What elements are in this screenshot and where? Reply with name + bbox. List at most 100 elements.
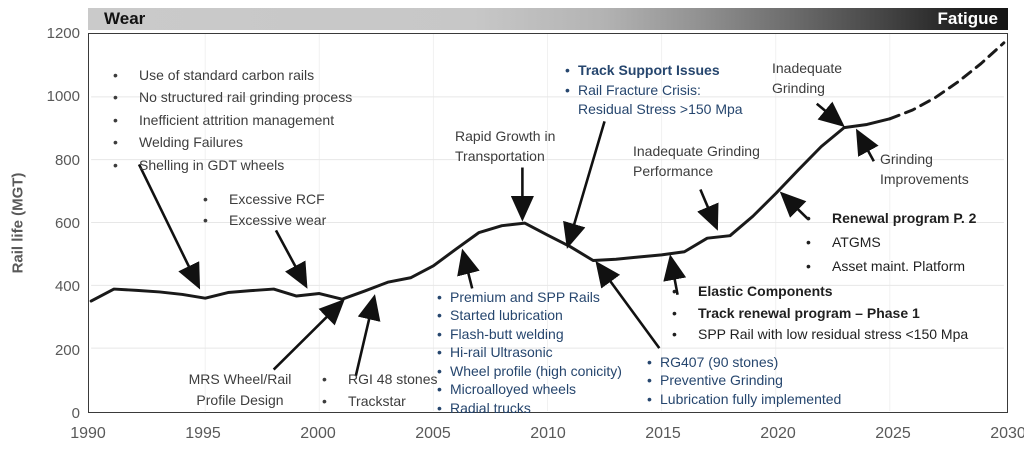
annotation-line: MRS Wheel/Rail <box>189 369 292 390</box>
x-tick-2015: 2015 <box>645 425 681 442</box>
rg407-arrow <box>595 260 661 349</box>
annotation-text: Flash-butt welding <box>450 325 564 342</box>
annotation-text: Performance <box>633 163 714 180</box>
premium-arrow <box>457 248 480 289</box>
annotation-line: • Lubrication fully implemented <box>647 390 841 408</box>
annotation-text: Trackstar <box>348 392 406 409</box>
wear-label: Wear <box>104 9 146 28</box>
plot-area <box>88 33 1008 413</box>
bullet-glyph: • <box>806 233 811 250</box>
annotation-text: No structured rail grinding process <box>139 89 353 106</box>
annotation-line: Residual Stress >150 Mpa <box>565 100 743 120</box>
annotation-line: Profile Design <box>189 390 292 411</box>
annotation-line: • Renewal program P. 2 <box>806 207 976 231</box>
annotation-text: Premium and SPP Rails <box>450 289 600 305</box>
bullet-glyph: • <box>672 304 677 321</box>
y-tick-600: 600 <box>54 215 80 232</box>
annotation-line: Rapid Growth in <box>455 126 555 146</box>
annotation-line: • Trackstar <box>322 391 438 413</box>
bullet-glyph: • <box>113 67 118 83</box>
annotation-text: RG407 (90 stones) <box>660 354 779 370</box>
annotation-line: • Wheel profile (high conicity) <box>437 362 622 380</box>
x-tick-2020: 2020 <box>760 425 796 442</box>
annotation-text: Started lubrication <box>450 307 563 324</box>
annotation-line: • RG407 (90 stones) <box>647 353 841 371</box>
annotation-line: Improvements <box>880 169 969 189</box>
annotation-text: Transportation <box>455 148 545 165</box>
annotation-text: Excessive RCF <box>229 191 325 207</box>
bullet-glyph: • <box>437 289 442 305</box>
annotation-line: • Excessive RCF <box>203 189 326 210</box>
annotation-text: RGI 48 stones <box>348 371 438 387</box>
x-tick-2025: 2025 <box>875 425 911 442</box>
rapid-growth-label: Rapid Growth in Transportation <box>455 126 555 167</box>
annotation-line: Grinding <box>772 78 842 98</box>
bullet-glyph: • <box>437 325 442 342</box>
annotation-line: • Elastic Components <box>672 281 968 303</box>
y-tick-1200: 1200 <box>46 25 80 42</box>
annotation-line: • No structured rail grinding process <box>113 86 352 108</box>
bullet-glyph: • <box>437 381 442 398</box>
bullet-glyph: • <box>322 392 327 409</box>
bullet-glyph: • <box>806 257 811 274</box>
annotation-line: • Premium and SPP Rails <box>437 288 622 306</box>
rail-life-historical <box>89 117 892 303</box>
annotation-text: Inefficient attrition management <box>139 111 335 128</box>
annotation-text: Radial trucks <box>450 399 531 416</box>
annotation-line: • Welding Failures <box>113 131 352 153</box>
annotation-text: Welding Failures <box>139 134 244 151</box>
rg407-list: • RG407 (90 stones) • Preventive Grinding • L… <box>647 353 841 408</box>
annotation-line: • Hi-rail Ultrasonic <box>437 343 622 361</box>
rgi-arrow <box>354 294 381 377</box>
renewal-list: • Renewal program P. 2 • ATGMS • Asset maint.… <box>806 207 976 278</box>
annotation-text: Use of standard carbon rails <box>139 67 315 83</box>
annotation-line: • Use of standard carbon rails <box>113 64 352 86</box>
annotation-text: ATGMS <box>832 233 881 250</box>
annotation-text: Microalloyed wheels <box>450 381 577 398</box>
bullet-glyph: • <box>565 62 570 78</box>
annotation-text: Wheel profile (high conicity) <box>450 362 622 379</box>
annotation-text: Track Support Issues <box>578 62 720 78</box>
annotation-line: Performance <box>633 161 760 181</box>
annotation-text: Elastic Components <box>698 283 833 299</box>
annotation-line: • ATGMS <box>806 231 976 255</box>
annotation-line: • Track renewal program – Phase 1 <box>672 303 968 325</box>
annotation-line: • Started lubrication <box>437 306 622 324</box>
x-tick-1990: 1990 <box>70 425 106 442</box>
bullet-glyph: • <box>672 326 677 343</box>
annotation-line: Grinding <box>880 149 969 169</box>
annotation-line: • Shelling in GDT wheels <box>113 154 352 176</box>
fatigue-label: Fatigue <box>937 9 998 28</box>
annotation-line: Inadequate Grinding <box>633 141 760 161</box>
annotation-text: Track renewal program – Phase 1 <box>698 304 920 321</box>
annotation-text: Renewal program P. 2 <box>832 210 977 226</box>
early-problems-arrow <box>137 163 201 290</box>
early-problems-list: • Use of standard carbon rails • No structu… <box>113 64 352 176</box>
y-tick-400: 400 <box>54 278 80 296</box>
rail-life-projection <box>888 41 1006 121</box>
excessive-arrow <box>274 229 308 289</box>
bullet-glyph: • <box>113 89 118 106</box>
bullet-glyph: • <box>322 371 327 387</box>
annotation-text: Grinding <box>880 151 933 167</box>
y-tick-0: 0 <box>71 405 80 422</box>
renewal-arrow <box>779 191 809 220</box>
annotation-text: Grinding <box>772 80 825 97</box>
annotation-text: Preventive Grinding <box>660 372 783 389</box>
inadequate-performance-label: Inadequate Grinding Performance <box>633 141 760 182</box>
annotation-text: Improvements <box>880 171 969 188</box>
annotation-text: SPP Rail with low residual stress <150 M… <box>698 326 969 343</box>
bullet-glyph: • <box>806 210 811 226</box>
annotation-line: • Rail Fracture Crisis: <box>565 81 743 101</box>
grinding-improvements-label: Grinding Improvements <box>880 149 969 190</box>
annotation-text: Rail Fracture Crisis: <box>578 81 701 98</box>
bullet-glyph: • <box>672 283 677 299</box>
y-axis-title: Rail life (MGT) <box>9 172 27 274</box>
annotation-line: • RGI 48 stones <box>322 369 438 391</box>
x-tick-2010: 2010 <box>530 425 566 442</box>
annotation-text: Rapid Growth in <box>455 128 556 144</box>
annotation-text: MRS Wheel/Rail <box>188 371 292 387</box>
annotation-line: Transportation <box>455 146 555 166</box>
bullet-glyph: • <box>647 354 652 370</box>
